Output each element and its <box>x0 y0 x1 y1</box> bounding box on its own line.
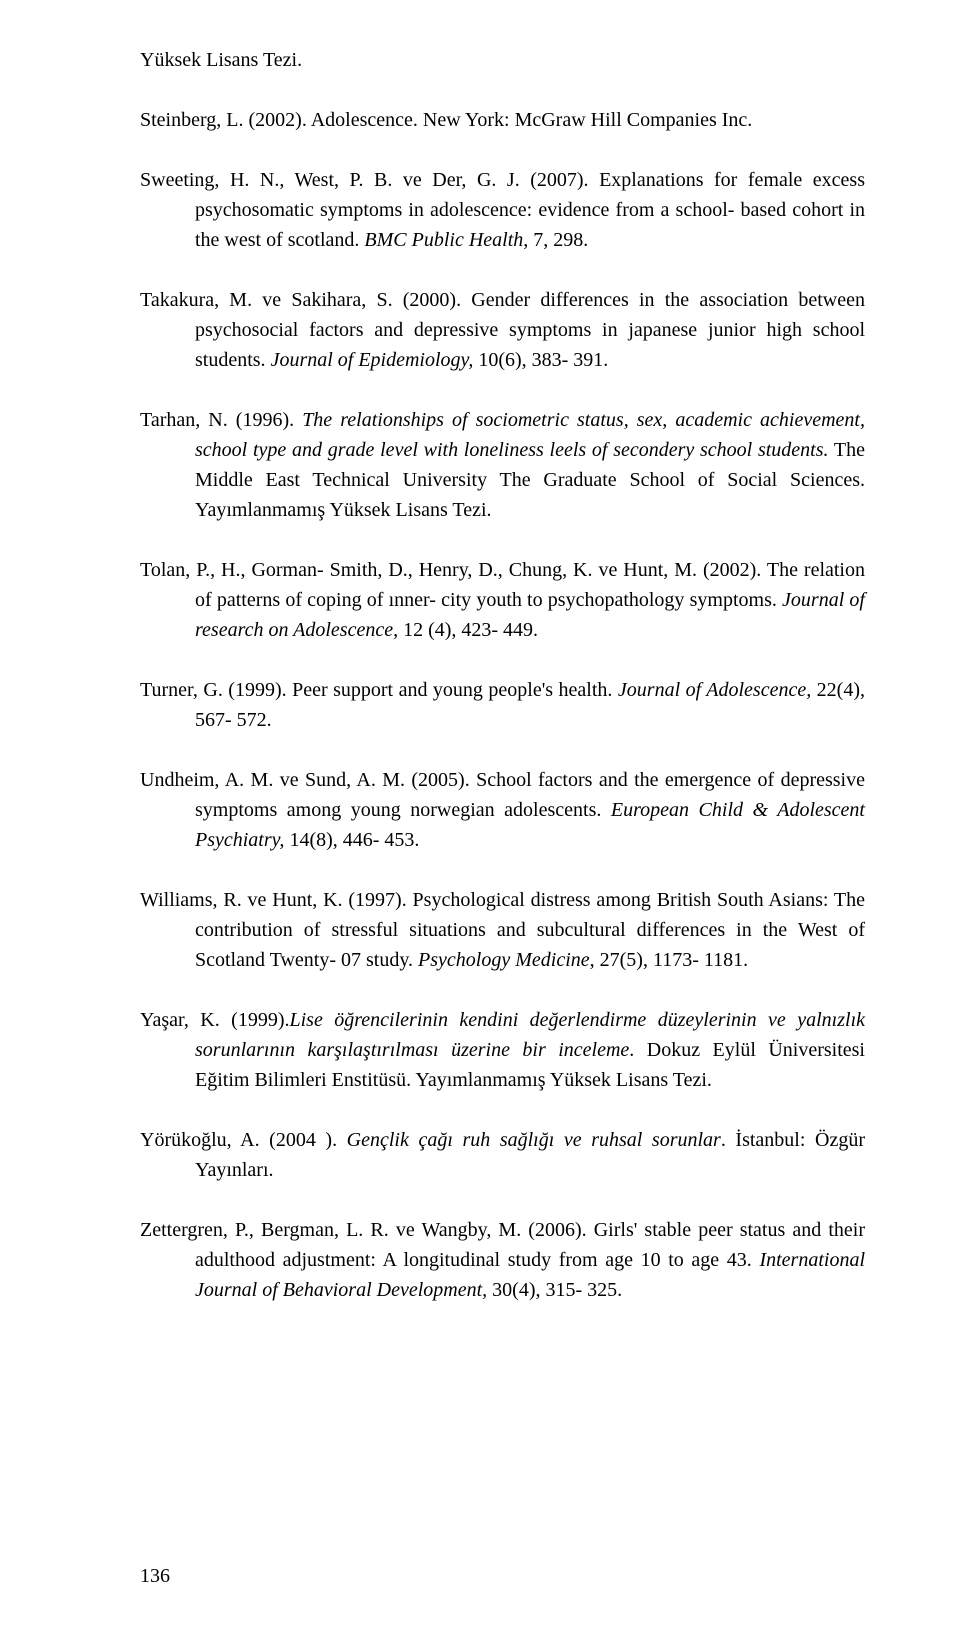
reference-entry: Williams, R. ve Hunt, K. (1997). Psychol… <box>140 885 865 975</box>
reference-text: Zettergren, P., Bergman, L. R. ve Wangby… <box>140 1219 865 1271</box>
page-number: 136 <box>140 1561 170 1591</box>
reference-tail: 12 (4), 423- 449. <box>398 619 538 641</box>
reference-entry: Undheim, A. M. ve Sund, A. M. (2005). Sc… <box>140 765 865 855</box>
reference-text: Steinberg, L. (2002). Adolescence. New Y… <box>140 109 752 131</box>
reference-entry: Yaşar, K. (1999).Lise öğrencilerinin ken… <box>140 1005 865 1095</box>
reference-entry: Turner, G. (1999). Peer support and youn… <box>140 675 865 735</box>
reference-text: Yüksek Lisans Tezi. <box>140 49 302 71</box>
reference-journal: Journal of Epidemiology, <box>271 349 474 371</box>
reference-text: Yaşar, K. (1999). <box>140 1009 289 1031</box>
reference-entry: Takakura, M. ve Sakihara, S. (2000). Gen… <box>140 285 865 375</box>
reference-text: Turner, G. (1999). Peer support and youn… <box>140 679 618 701</box>
reference-entry: Steinberg, L. (2002). Adolescence. New Y… <box>140 105 865 135</box>
reference-entry: Sweeting, H. N., West, P. B. ve Der, G. … <box>140 165 865 255</box>
reference-journal: Journal of Adolescence, <box>618 679 811 701</box>
reference-tail: 10(6), 383- 391. <box>473 349 608 371</box>
reference-journal: BMC Public Health <box>364 229 523 251</box>
reference-tail: , 7, 298. <box>523 229 588 251</box>
reference-text: Tolan, P., H., Gorman- Smith, D., Henry,… <box>140 559 865 611</box>
reference-entry: Tarhan, N. (1996). The relationships of … <box>140 405 865 525</box>
reference-title: Gençlik çağı ruh sağlığı ve ruhsal sorun… <box>347 1129 721 1151</box>
reference-text: Yörükoğlu, A. (2004 ). <box>140 1129 347 1151</box>
reference-journal: Psychology Medicine <box>418 949 590 971</box>
page: Yüksek Lisans Tezi. Steinberg, L. (2002)… <box>0 0 960 1641</box>
reference-fragment: Yüksek Lisans Tezi. <box>140 45 865 75</box>
reference-tail: 30(4), 315- 325. <box>487 1279 622 1301</box>
reference-entry: Yörükoğlu, A. (2004 ). Gençlik çağı ruh … <box>140 1125 865 1185</box>
reference-tail: , 27(5), 1173- 1181. <box>590 949 749 971</box>
reference-entry: Tolan, P., H., Gorman- Smith, D., Henry,… <box>140 555 865 645</box>
reference-tail: 14(8), 446- 453. <box>284 829 419 851</box>
reference-text: Tarhan, N. (1996). <box>140 409 302 431</box>
reference-entry: Zettergren, P., Bergman, L. R. ve Wangby… <box>140 1215 865 1305</box>
